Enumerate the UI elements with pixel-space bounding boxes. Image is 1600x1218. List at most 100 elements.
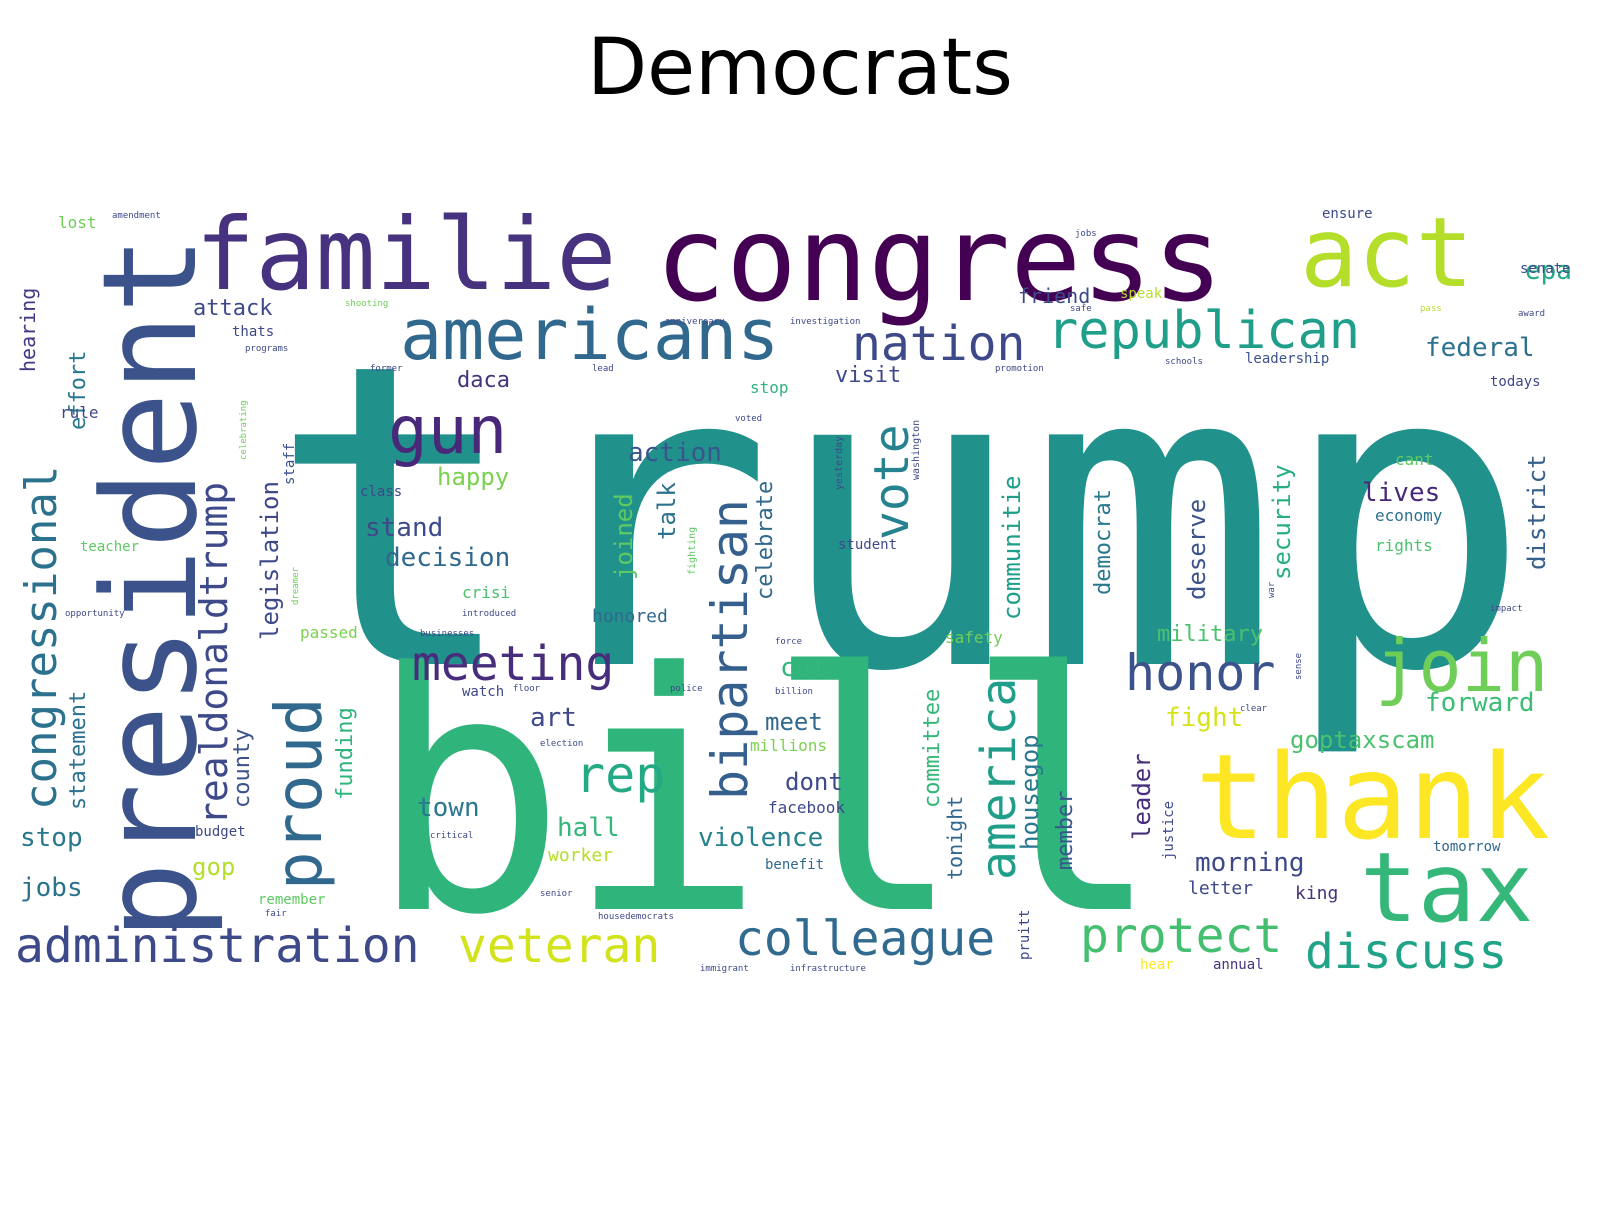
cloud-word: senior (540, 889, 573, 899)
cloud-word: pass (1420, 304, 1442, 314)
cloud-word: security (1268, 464, 1296, 580)
cloud-word: yesterday (834, 435, 845, 490)
cloud-word: congressional (16, 465, 67, 810)
cloud-word: friend (1018, 284, 1091, 308)
cloud-word: gun (388, 392, 508, 469)
cloud-word: colleague (735, 911, 996, 967)
cloud-word: facebook (768, 798, 846, 817)
cloud-word: schools (1165, 357, 1203, 367)
cloud-word: morning (1195, 848, 1305, 878)
cloud-word: vote (864, 424, 920, 540)
cloud-word: anniversary (665, 317, 725, 327)
cloud-word: crisi (462, 583, 511, 602)
cloud-word: meeting (412, 636, 615, 692)
cloud-word: speak (1120, 286, 1163, 302)
cloud-word: jobs (20, 873, 83, 903)
cloud-word: forward (1425, 688, 1535, 718)
cloud-word: dreamer (291, 567, 301, 605)
cloud-word: sense (1294, 652, 1304, 680)
cloud-word: businesses (420, 629, 475, 639)
cloud-word: immigrant (700, 964, 749, 974)
cloud-word: honored (592, 606, 668, 627)
cloud-word: lead (592, 364, 614, 374)
cloud-word: daca (457, 368, 510, 393)
cloud-word: staff (282, 442, 298, 485)
cloud-word: cant (1395, 450, 1434, 469)
cloud-word: student (838, 537, 898, 553)
cloud-word: floor (513, 684, 541, 694)
cloud-word: fighting (687, 526, 698, 575)
cloud-word: annual (1213, 957, 1264, 973)
cloud-word: worker (548, 845, 614, 866)
cloud-word: budget (195, 824, 246, 840)
cloud-word: housegop (1016, 734, 1044, 850)
cloud-word: veteran (458, 918, 661, 974)
cloud-word: thank (1195, 728, 1551, 866)
cloud-word: rep (575, 746, 666, 804)
cloud-word: leadership (1245, 351, 1330, 367)
cloud-word: happy (437, 463, 510, 491)
cloud-word: lives (1362, 478, 1441, 508)
cloud-word: king (1295, 883, 1339, 904)
cloud-word: celebrate (753, 480, 778, 600)
word-cloud: trump bill president congress familie act than… (10, 200, 1590, 1010)
cloud-word: decision (385, 543, 511, 573)
cloud-word: art (530, 703, 577, 733)
cloud-word: communitie (998, 475, 1026, 621)
cloud-word: billion (775, 687, 813, 697)
cloud-word: programs (245, 344, 289, 354)
cloud-word: rule (60, 403, 99, 422)
cloud-word: justice (1161, 800, 1177, 860)
cloud-word: thats (232, 324, 275, 340)
cloud-word: infrastructure (790, 964, 866, 974)
cloud-word: amendment (112, 211, 161, 221)
cloud-word: celebrating (239, 400, 249, 460)
cloud-word: housedemocrats (598, 912, 674, 922)
cloud-word: tax (1360, 832, 1534, 944)
cloud-word: trump (268, 275, 1533, 764)
cloud-word: attack (193, 296, 273, 321)
cloud-word: impact (1490, 604, 1523, 614)
cloud-word: introduced (462, 609, 517, 619)
cloud-word: discuss (1305, 924, 1508, 980)
cloud-word: former (370, 364, 403, 374)
cloud-word: funding (333, 707, 358, 800)
cloud-word: force (775, 637, 803, 647)
cloud-word: millions (750, 736, 828, 755)
cloud-word: safety (945, 628, 1003, 647)
cloud-word: district (1523, 454, 1551, 570)
cloud-word: bill (368, 603, 1163, 987)
cloud-word: democrat (1091, 489, 1116, 595)
cloud-word: economy (1375, 506, 1443, 525)
cloud-word: hearing (16, 287, 40, 372)
cloud-word: federal (1425, 333, 1535, 363)
cloud-word: committee (920, 688, 945, 808)
cloud-word: protect (1080, 908, 1283, 964)
cloud-word: meet (765, 708, 823, 736)
cloud-word: clear (1240, 704, 1268, 714)
cloud-word: bipartisan (701, 498, 759, 800)
cloud-word: action (628, 438, 722, 468)
cloud-word: class (360, 484, 403, 500)
cloud-word: act (1300, 200, 1474, 309)
chart-title: Democrats (587, 23, 1013, 113)
cloud-word: safe (1070, 304, 1092, 314)
cloud-word: opportunity (65, 609, 125, 619)
cloud-word: voted (735, 414, 763, 424)
cloud-word: hall (557, 813, 620, 843)
cloud-word: benefit (765, 857, 825, 873)
cloud-word: member (1053, 790, 1078, 870)
cloud-word: republican (1047, 301, 1361, 361)
cloud-word: senate (1520, 261, 1571, 277)
cloud-word: americans (400, 294, 780, 376)
cloud-word: joined (610, 493, 638, 580)
cloud-word: proud (263, 697, 337, 890)
cloud-word: visit (835, 363, 902, 388)
cloud-word: nation (852, 316, 1026, 372)
cloud-word: realdonaldtrump (192, 481, 236, 825)
cloud-word: hear (1140, 957, 1174, 973)
cloud-word: promotion (995, 364, 1044, 374)
cloud-word: watch (462, 684, 505, 700)
cloud-word: stop (750, 378, 789, 397)
cloud-word: leader (1128, 753, 1156, 840)
